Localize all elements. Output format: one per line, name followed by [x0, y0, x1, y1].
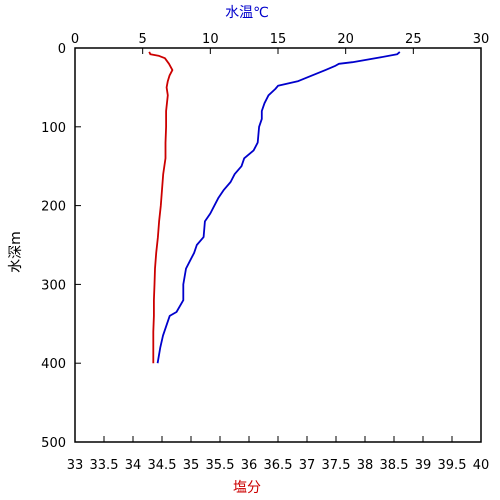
x-bottom-tick-label: 35 — [183, 458, 200, 473]
y-tick-label: 0 — [58, 42, 66, 57]
tick-layer: 33 33.5 34 34.5 35 35.5 36 36.5 37 37.5 38 38.5 39 39… — [41, 32, 489, 473]
y-tick-label: 100 — [41, 121, 66, 136]
y-tick-label: 500 — [41, 436, 66, 451]
x-bottom-tick-label: 35.5 — [206, 458, 235, 473]
x-bottom-tick-label: 36.5 — [264, 458, 293, 473]
x-top-tick-label: 20 — [337, 32, 354, 47]
salinity-series-line — [148, 51, 174, 364]
x-top-tick-label: 0 — [71, 32, 79, 47]
x-bottom-tick-label: 37.5 — [322, 458, 351, 473]
y-axis-title: 水深m — [8, 231, 24, 273]
x-axis-title-bottom: 塩分 — [233, 480, 261, 496]
series-layer — [148, 51, 401, 364]
x-bottom-tick-label: 39.5 — [438, 458, 467, 473]
x-bottom-tick-label: 39 — [415, 458, 432, 473]
x-top-tick-label: 15 — [270, 32, 287, 47]
x-bottom-tick-label: 38 — [357, 458, 374, 473]
plot-frame — [74, 47, 482, 443]
x-top-tick-label: 10 — [202, 32, 219, 47]
x-axis-title-top: 水温℃ — [225, 5, 269, 21]
x-bottom-tick-label: 34.5 — [148, 458, 177, 473]
x-bottom-tick-label: 33.5 — [90, 458, 119, 473]
x-top-tick-label: 30 — [473, 32, 490, 47]
y-tick-label: 400 — [41, 357, 66, 372]
x-bottom-tick-label: 34 — [125, 458, 142, 473]
x-bottom-tick-label: 33 — [67, 458, 84, 473]
x-bottom-tick-label: 38.5 — [380, 458, 409, 473]
x-bottom-tick-label: 40 — [473, 458, 490, 473]
x-top-tick-label: 5 — [139, 32, 147, 47]
y-tick-label: 300 — [41, 278, 66, 293]
x-top-tick-label: 25 — [405, 32, 422, 47]
x-bottom-tick-label: 37 — [299, 458, 316, 473]
x-bottom-tick-label: 36 — [241, 458, 258, 473]
y-tick-label: 200 — [41, 200, 66, 215]
temperature-series-line — [156, 51, 401, 364]
